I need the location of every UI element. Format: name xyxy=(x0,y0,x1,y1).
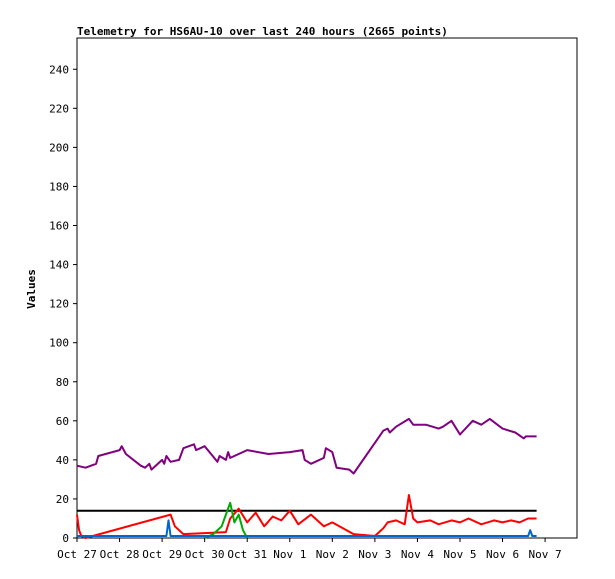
x-tick-label: Oct 29 xyxy=(142,548,182,561)
y-tick-label: 180 xyxy=(49,180,69,193)
y-axis: 0 20 40 60 80 100 120 140 160 180 200 220 240 xyxy=(49,63,77,545)
y-tick-label: 120 xyxy=(49,298,69,311)
series-line-3 xyxy=(204,501,249,539)
x-tick-label: Nov 1 xyxy=(273,548,306,561)
chart-title: Telemetry for HS6AU-10 over last 240 hou… xyxy=(77,25,448,38)
series-layer xyxy=(76,417,537,539)
series-line-2 xyxy=(76,494,537,539)
y-tick-label: 100 xyxy=(49,337,69,350)
x-tick-label: Oct 31 xyxy=(227,548,267,561)
y-tick-label: 160 xyxy=(49,220,69,233)
x-tick-label: Nov 5 xyxy=(443,548,476,561)
y-tick-label: 220 xyxy=(49,102,69,115)
y-tick-label: 40 xyxy=(56,454,69,467)
y-tick-label: 80 xyxy=(56,376,69,389)
x-tick-label: Nov 3 xyxy=(358,548,391,561)
y-tick-label: 20 xyxy=(56,493,69,506)
series-line-4 xyxy=(77,519,537,537)
series-line-0 xyxy=(76,417,537,475)
x-tick-label: Oct 30 xyxy=(185,548,225,561)
x-tick-label: Nov 6 xyxy=(486,548,519,561)
x-tick-label: Oct 27 xyxy=(57,548,97,561)
y-tick-label: 60 xyxy=(56,415,69,428)
plot-frame xyxy=(76,37,578,539)
x-tick-label: Oct 28 xyxy=(100,548,140,561)
y-tick-label: 200 xyxy=(49,141,69,154)
x-axis: Oct 27 Oct 28 Oct 29 Oct 30 Oct 31 Nov 1 Nov 2… xyxy=(57,538,562,561)
y-axis-label: Values xyxy=(25,269,38,309)
y-tick-label: 240 xyxy=(49,63,69,76)
x-tick-label: Nov 2 xyxy=(316,548,349,561)
x-tick-label: Nov 7 xyxy=(529,548,562,561)
y-tick-label: 0 xyxy=(62,532,69,545)
x-tick-label: Nov 4 xyxy=(401,548,434,561)
y-tick-label: 140 xyxy=(49,259,69,272)
